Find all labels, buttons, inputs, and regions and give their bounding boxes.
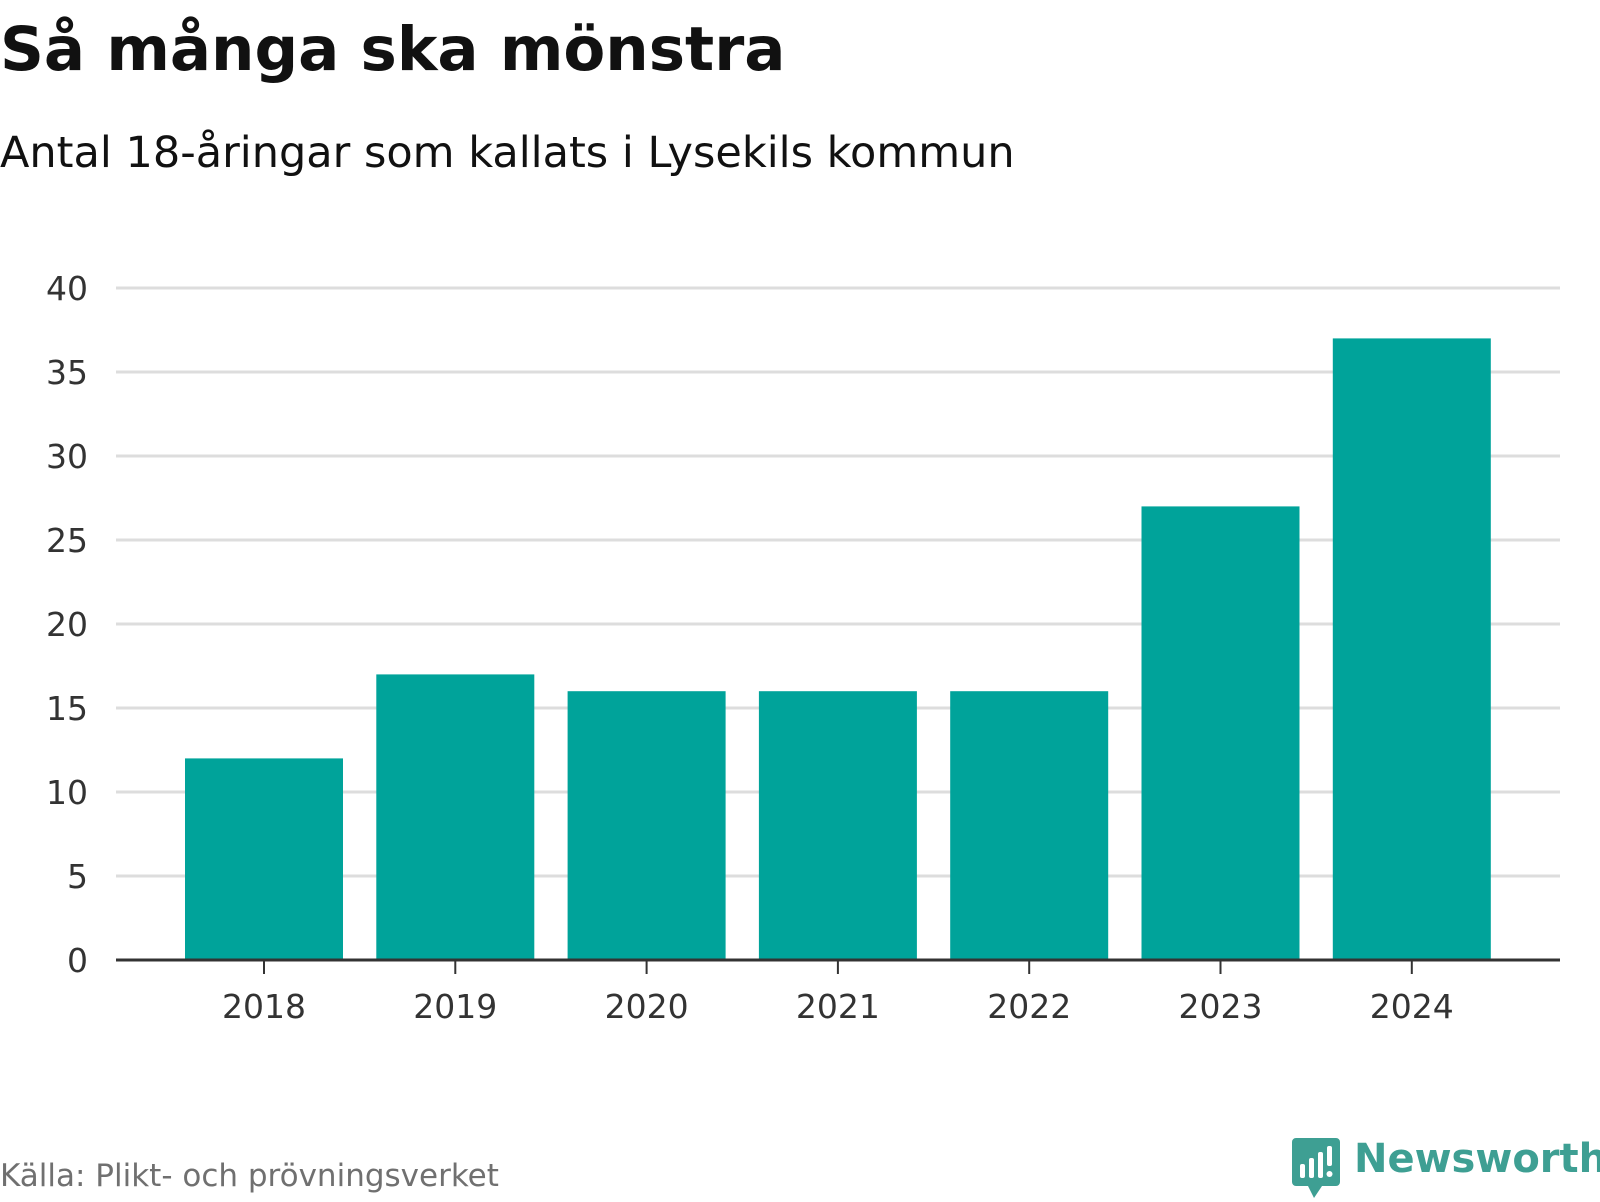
bar-2018 — [185, 758, 343, 960]
x-tick-label: 2020 — [605, 987, 689, 1026]
x-axis-ticks: 2018 2019 2020 2021 2022 2023 2024 — [222, 960, 1454, 1026]
x-tick-label: 2022 — [987, 987, 1071, 1026]
x-tick-label: 2019 — [413, 987, 497, 1026]
bar-2022 — [950, 691, 1109, 960]
brand-name: Newsworthy — [1354, 1136, 1600, 1182]
x-tick-label: 2023 — [1179, 987, 1263, 1026]
y-tick-label: 30 — [46, 437, 88, 476]
bar-2020 — [567, 691, 726, 960]
x-tick-label: 2021 — [796, 987, 880, 1026]
y-tick-label: 10 — [46, 773, 88, 812]
bar-2024 — [1332, 338, 1491, 960]
y-tick-label: 20 — [46, 605, 88, 644]
y-tick-label: 0 — [67, 941, 88, 980]
y-tick-label: 5 — [67, 857, 88, 896]
bar-2021 — [758, 691, 917, 960]
chart-title: Så många ska mönstra — [0, 14, 786, 85]
y-tick-label: 25 — [46, 521, 88, 560]
x-tick-label: 2018 — [222, 987, 306, 1026]
chart-subtitle: Antal 18-åringar som kallats i Lysekils … — [0, 128, 1015, 178]
x-tick-label: 2024 — [1370, 987, 1454, 1026]
bars — [185, 338, 1491, 960]
bar-2023 — [1141, 506, 1300, 960]
y-tick-label: 15 — [46, 689, 88, 728]
y-axis-ticks: 0 5 10 15 20 25 30 35 40 — [46, 269, 88, 980]
brand-logo: Newsworthy — [1292, 1136, 1600, 1202]
source-note: Källa: Plikt- och prövningsverket — [0, 1158, 499, 1194]
bar-2019 — [376, 674, 535, 960]
newsworthy-logo-icon — [1292, 1138, 1340, 1198]
y-tick-label: 40 — [46, 269, 88, 308]
y-tick-label: 35 — [46, 353, 88, 392]
